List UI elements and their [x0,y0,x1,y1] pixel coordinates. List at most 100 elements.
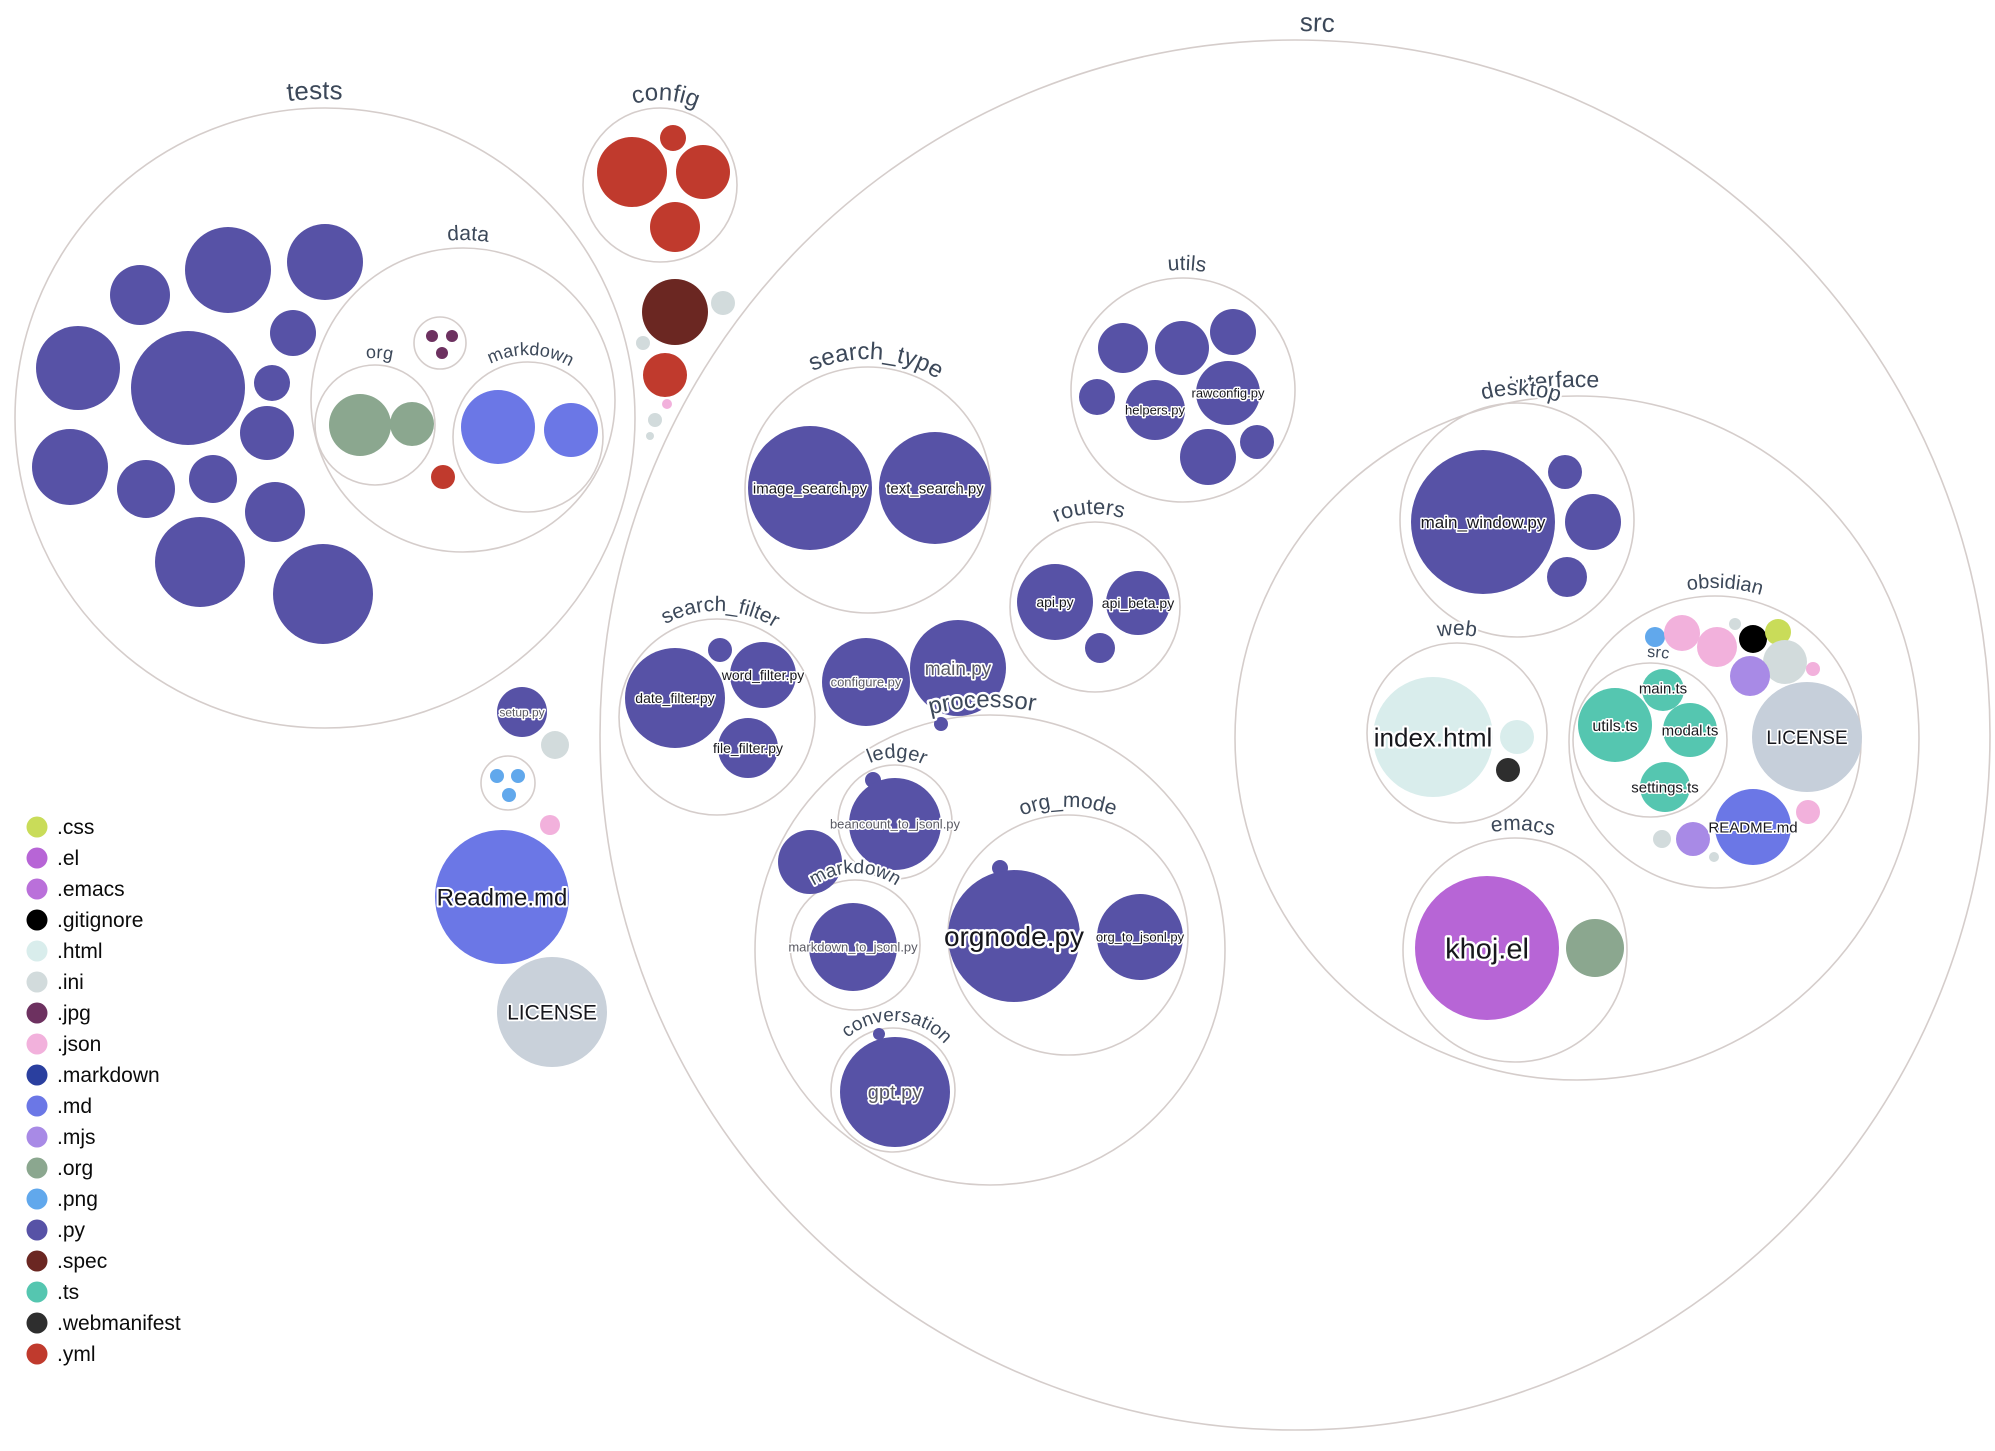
folder-org_mode-circle [947,814,1189,1056]
folder-emacs-circle [1402,837,1628,1063]
folder-org-circle [314,364,436,486]
file-text_search.py-circle [879,432,991,544]
legend-label-html: .html [57,940,103,963]
file-file_filter.py-circle [718,718,778,778]
folder-circles-layer [14,39,1991,1431]
folder-web-circle [1366,642,1548,824]
folder-conversation-circle [830,1027,956,1153]
file-README.md-circle [1715,789,1791,865]
gitignore-file-circle [1739,625,1767,653]
legend-swatch-markdown [26,1064,48,1086]
py-file-circle [117,460,175,518]
md-file-circle [544,403,598,457]
file-utils.ts-circle [1578,688,1652,762]
folder-src-circle [599,39,1991,1431]
file-settings.ts-circle [1640,762,1690,812]
folder-search_filter-label: search_filter [657,593,783,632]
file-rawconfig.py-circle [1196,361,1260,425]
legend-swatch-webmanifest [26,1312,48,1334]
ini-file-circle [1653,830,1671,848]
org-file-circle [390,402,434,446]
ini-file-circle [1763,640,1807,684]
py-file-circle [273,544,373,644]
legend-swatch-css [26,816,48,838]
yml-file-circle [431,465,455,489]
file-image_search.py-circle [748,426,872,550]
folder-search_filter-circle [618,618,816,816]
folder-obsidian-label: obsidian [1685,571,1766,600]
legend-label-jpg: .jpg [57,1002,91,1025]
file-org_to_jsonl.py-label: org_to_jsonl.py [1096,930,1185,945]
png-file-circle [490,769,504,783]
json-file-circle [1796,800,1820,824]
file-main.py-circle [910,620,1006,716]
json-file-circle [1664,615,1700,651]
legend-label-mjs: .mjs [57,1126,96,1149]
folder-png-dir-circle [480,755,536,811]
file-image_search.py-label: image_search.py [753,480,868,497]
py-file-circle [873,1028,885,1040]
file-main.ts-label: main.ts [1639,680,1687,697]
folder-search_type-label: search_type [805,338,949,384]
legend-swatch-json [26,1033,48,1055]
file-configure.py-circle [822,638,910,726]
folder-data-markdown-circle [452,361,604,513]
folder-utils-label: utils [1167,252,1208,277]
legend-swatch-spec [26,1250,48,1272]
legend-swatch-html [26,940,48,962]
legend-swatch-mjs [26,1126,48,1148]
file-date_filter.py-label: date_filter.py [635,690,714,706]
yml-file-circle [676,145,730,199]
file-gpt.py-circle [840,1037,950,1147]
file-index.html-circle [1373,677,1493,797]
md-file-circle [461,390,535,464]
legend-swatch-yml [26,1343,48,1365]
file-LICENSE-circle [497,957,607,1067]
png-file-circle [1645,627,1665,647]
legend-label-json: .json [57,1033,101,1056]
py-file-circle [778,830,842,894]
file-text_search.py-label: text_search.py [886,480,984,497]
file-date_filter.py-circle [625,648,725,748]
mjs-file-circle [1730,656,1770,696]
png-file-circle [511,769,525,783]
yml-file-circle [597,137,667,207]
folder-desktop-circle [1399,402,1635,638]
file-README.md-label: README.md [1708,819,1797,836]
file-api_beta.py-label: api_beta.py [1102,595,1174,611]
file-file_filter.py-label: file_filter.py [713,740,783,756]
yml-file-circle [643,353,687,397]
yml-file-circle [660,125,686,151]
jpg-file-circle [436,347,448,359]
mjs-file-circle [1676,822,1710,856]
html-file-circle [1500,720,1534,754]
folder-jpg-dir-circle [413,316,467,370]
file-markdown_to_jsonl.py-circle [809,903,897,991]
py-file-circle [185,227,271,313]
legend-label-css: .css [57,816,94,839]
legend-swatch-jpg [26,1002,48,1024]
folder-tests-label: tests [285,75,343,107]
legend-swatch-emacs [26,878,48,900]
folder-data-label: data [447,222,491,247]
folder-processor-circle [754,714,1226,1186]
file-rawconfig.py-label: rawconfig.py [1192,386,1265,401]
folder-processor-markdown-circle [789,879,921,1011]
file-setup.py-circle [497,687,547,737]
py-file-circle [1085,633,1115,663]
file-labels-layer: setup.py Readme.md LICENSE configure.py main… [435,384,1850,1106]
py-file-circle [1180,429,1236,485]
file-main_window.py-circle [1411,450,1555,594]
legend-swatch-gitignore [26,909,48,931]
legend-label-el: .el [57,847,79,870]
folder-web-label: web [1435,617,1479,642]
py-file-circle [110,265,170,325]
legend-label-ts: .ts [57,1281,79,1304]
legend-label-py: .py [57,1219,86,1242]
py-file-circle [1240,425,1274,459]
py-file-circle [1155,321,1209,375]
file-markdown_to_jsonl.py-label: markdown_to_jsonl.py [788,940,918,955]
legend-label-ini: .ini [57,971,84,994]
ini-file-circle [711,291,735,315]
